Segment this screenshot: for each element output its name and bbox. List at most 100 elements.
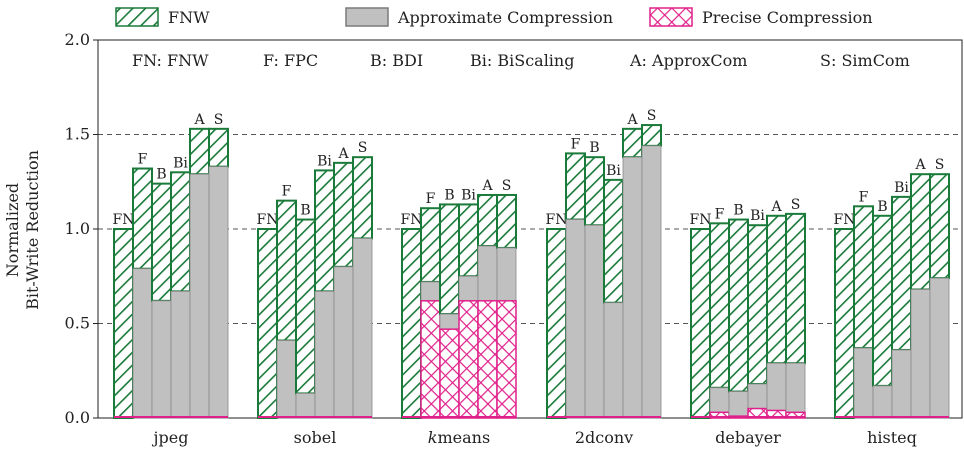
category-label: 2dconv bbox=[575, 428, 633, 447]
bar-label: FN bbox=[690, 212, 712, 228]
bar-approx-segment bbox=[709, 387, 730, 413]
bar-label: F bbox=[571, 136, 581, 152]
bar-label: F bbox=[715, 206, 725, 222]
legend-swatch bbox=[345, 7, 389, 27]
bar-label: S bbox=[214, 112, 224, 128]
y-axis-label: Normalized bbox=[3, 183, 22, 277]
bar-fnw-segment bbox=[257, 228, 278, 419]
bar-fnw-segment bbox=[333, 161, 354, 268]
bar-precise-segment bbox=[439, 328, 460, 419]
abbreviation-label: A: ApproxCom bbox=[629, 51, 747, 70]
bar-approx-segment bbox=[565, 219, 586, 419]
category-label: jpeg bbox=[152, 428, 189, 447]
legend: FNW Approximate Compression Precise Compre… bbox=[115, 7, 873, 27]
bar-fnw-segment bbox=[477, 193, 498, 248]
bar-label: S bbox=[935, 157, 945, 173]
bar-label: S bbox=[358, 140, 368, 156]
bar-approx-segment bbox=[603, 302, 624, 419]
bar-approx-segment bbox=[496, 247, 517, 302]
bar-fnw-segment bbox=[891, 195, 912, 351]
bar-fnw-segment bbox=[584, 156, 605, 227]
bar-approx-segment bbox=[189, 173, 210, 419]
bar-fnw-segment bbox=[189, 127, 210, 176]
bar-fnw-segment bbox=[420, 207, 441, 283]
abbreviation-label: FN: FNW bbox=[132, 51, 209, 70]
bar-label: FN bbox=[257, 212, 279, 228]
bar-precise-segment bbox=[458, 300, 479, 419]
bar-label: FN bbox=[546, 212, 568, 228]
bar-approx-segment bbox=[295, 393, 316, 419]
bar-fnw-segment bbox=[496, 193, 517, 249]
bar-label: A bbox=[914, 157, 926, 173]
bar-approx-segment bbox=[477, 245, 498, 302]
bar-fnw-segment bbox=[276, 199, 297, 342]
bar-fnw-segment bbox=[295, 218, 316, 395]
bar-label: A bbox=[770, 199, 782, 215]
bar-label: Bi bbox=[173, 155, 188, 171]
bar-fnw-segment bbox=[910, 173, 931, 291]
bar-label: B bbox=[300, 203, 310, 219]
bar-label: B bbox=[733, 203, 743, 219]
bar-approx-segment bbox=[766, 362, 787, 411]
bar-fnw-segment bbox=[834, 228, 855, 419]
abbreviation-label: F: FPC bbox=[263, 51, 318, 70]
bar-label: A bbox=[626, 112, 638, 128]
bar-fnw-segment bbox=[151, 182, 172, 302]
bar-approx-segment bbox=[872, 385, 893, 419]
abbreviation-label: B: BDI bbox=[370, 51, 423, 70]
bar-approx-segment bbox=[458, 275, 479, 302]
bar-precise-segment bbox=[420, 300, 441, 419]
bar-label: Bi bbox=[606, 163, 621, 179]
bar-fnw-segment bbox=[132, 167, 153, 270]
bar-approx-segment bbox=[641, 145, 662, 419]
bar-approx-segment bbox=[584, 224, 605, 419]
bar-fnw-segment bbox=[853, 205, 874, 350]
legend-swatch bbox=[115, 7, 159, 27]
bar-fnw-segment bbox=[565, 152, 586, 221]
bar-approx-segment bbox=[747, 383, 768, 409]
bar-fnw-segment bbox=[208, 127, 229, 168]
bar-approx-segment bbox=[891, 349, 912, 419]
legend-label: Precise Compression bbox=[702, 8, 873, 27]
bar-approx-segment bbox=[352, 238, 373, 419]
bar-approx-segment bbox=[208, 166, 229, 419]
bar-label: F bbox=[859, 189, 869, 205]
bar-fnw-segment bbox=[603, 178, 624, 304]
bar-label: Bi bbox=[894, 180, 909, 196]
bar-approx-segment bbox=[314, 290, 335, 419]
bar-approx-segment bbox=[622, 156, 643, 419]
bar-fnw-segment bbox=[929, 173, 950, 280]
bar-label: B bbox=[877, 199, 887, 215]
y-axis-label: Bit-Write Reduction bbox=[23, 150, 42, 310]
bar-fnw-segment bbox=[546, 228, 567, 419]
plot-area: 0.0 0.5 1.0 1.5 2.0 Normalized Bit-Write Reduc… bbox=[3, 30, 963, 447]
bar-fnw-segment bbox=[170, 171, 191, 293]
bar-label: Bi bbox=[317, 153, 332, 169]
bar-label: B bbox=[589, 140, 599, 156]
bar-precise-segment bbox=[477, 300, 498, 419]
bar-fnw-segment bbox=[690, 228, 711, 419]
bar-label: FN bbox=[401, 212, 423, 228]
bar-label: A bbox=[193, 112, 205, 128]
bar-fnw-segment bbox=[401, 228, 422, 419]
y-tick-label: 1.5 bbox=[65, 125, 90, 144]
bar-label: FN bbox=[113, 212, 135, 228]
bar-fnw-segment bbox=[113, 228, 134, 419]
bar-fnw-segment bbox=[872, 214, 893, 387]
bar-approx-segment bbox=[420, 281, 441, 302]
bar-label: S bbox=[791, 197, 801, 213]
bar-label: B bbox=[444, 187, 454, 203]
category-label: histeq bbox=[867, 428, 917, 447]
bar-fnw-segment bbox=[728, 218, 749, 393]
legend-label: FNW bbox=[168, 8, 210, 27]
bar-label: F bbox=[138, 152, 148, 168]
bar-label: FN bbox=[834, 212, 856, 228]
bar-fnw-segment bbox=[439, 203, 460, 316]
bar-label: Bi bbox=[750, 208, 765, 224]
bar-label: B bbox=[156, 167, 166, 183]
bar-fnw-segment bbox=[622, 127, 643, 159]
y-tick-label: 0.0 bbox=[65, 408, 90, 427]
bar-approx-segment bbox=[151, 300, 172, 419]
bar-label: F bbox=[426, 191, 436, 207]
